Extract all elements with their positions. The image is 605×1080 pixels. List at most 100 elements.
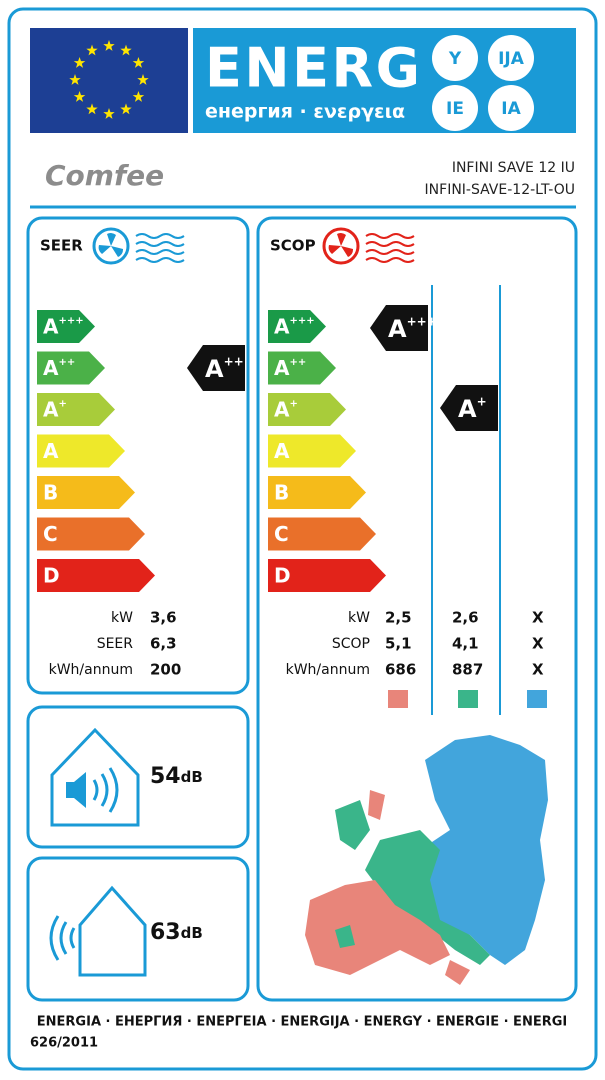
class-arrow	[268, 351, 336, 385]
class-plus: +	[58, 399, 66, 410]
class-arrow	[37, 434, 125, 468]
language-suffixes: Y IJA IE IA	[432, 35, 534, 131]
row-value: 887	[452, 661, 483, 679]
row-value: X	[532, 609, 544, 627]
flag-star	[73, 57, 86, 68]
zone-swatch	[388, 690, 408, 708]
suffix-circle	[488, 35, 534, 81]
flag-star	[120, 44, 132, 56]
class-plus: +++	[289, 316, 314, 327]
footer-languages: ENERGIA · ЕНЕРГИЯ · ΕΝΕΡΓΕΙΑ · ENERGIJA …	[37, 1015, 567, 1030]
class-label: D	[274, 563, 291, 587]
indoor-noise-value: 54dB	[150, 764, 203, 789]
flag-star	[103, 40, 115, 51]
flag-star	[132, 91, 145, 102]
row-value: 6,3	[150, 635, 177, 653]
class-label: C	[43, 522, 58, 546]
class-label: A++	[43, 356, 75, 380]
row-label: kW	[348, 610, 370, 626]
class-plus: ++	[224, 354, 244, 368]
row-value: 686	[385, 661, 416, 679]
class-arrow	[37, 476, 135, 509]
class-plus: ++	[58, 357, 75, 368]
row-label: kW	[111, 610, 133, 626]
noise-unit: dB	[181, 768, 203, 786]
class-plus: +	[477, 394, 487, 408]
row-label: SCOP	[332, 636, 370, 652]
class-label: C	[274, 522, 289, 546]
row-value: 5,1	[385, 635, 412, 653]
class-letter: A	[458, 395, 477, 423]
flag-star	[69, 74, 81, 85]
class-letter: C	[43, 522, 58, 546]
suffix-label: IA	[501, 99, 521, 119]
outdoor-noise-icon	[49, 885, 147, 977]
seer-heading: SEER	[40, 237, 83, 255]
class-letter: A	[274, 356, 290, 380]
class-arrow	[268, 434, 356, 468]
class-letter: A	[274, 314, 290, 338]
row-value: 4,1	[452, 635, 479, 653]
zone-swatch	[458, 690, 478, 708]
suffix-circle	[432, 85, 478, 131]
class-label: A++	[205, 354, 244, 383]
suffix-label: IE	[446, 99, 464, 119]
class-plus: ++	[289, 357, 306, 368]
model-indoor: INFINI SAVE 12 IU	[452, 160, 575, 176]
class-label: A	[274, 439, 290, 463]
outer-border	[7, 7, 598, 1071]
class-arrow	[268, 559, 386, 592]
rating-arrow	[187, 345, 245, 391]
flag-star	[103, 108, 115, 119]
zone-swatch	[527, 690, 547, 708]
noise-unit: dB	[181, 924, 203, 942]
seer-panel	[26, 216, 250, 695]
suffix-label: Y	[448, 49, 462, 69]
outdoor-noise-value: 63dB	[150, 920, 203, 945]
class-letter: A	[43, 356, 59, 380]
class-arrow	[37, 310, 95, 343]
row-value: 2,6	[452, 609, 479, 627]
row-label: kWh/annum	[286, 662, 370, 678]
class-plus: +++	[58, 316, 83, 327]
class-arrow	[268, 310, 326, 343]
class-arrow	[37, 517, 145, 551]
flag-star	[73, 91, 86, 102]
class-arrow	[37, 393, 115, 426]
class-arrow	[268, 393, 346, 426]
row-value: X	[532, 635, 544, 653]
banner-subtitle: енергия · ενεργεια	[205, 101, 405, 123]
class-label: A++	[274, 356, 306, 380]
class-plus: +	[289, 399, 297, 410]
class-letter: A	[205, 355, 224, 383]
scop-panel	[256, 216, 578, 1002]
banner-title: ENERG	[205, 37, 420, 100]
class-arrow	[37, 351, 105, 385]
outdoor-noise-panel	[26, 856, 250, 1002]
class-label: D	[43, 563, 60, 587]
cooling-icon	[92, 227, 185, 265]
class-letter: D	[43, 563, 60, 587]
suffix-circle	[488, 85, 534, 131]
regulation: 626/2011	[30, 1036, 98, 1051]
indoor-noise-icon	[50, 727, 140, 827]
class-letter: A	[43, 439, 59, 463]
rating-arrow	[370, 305, 428, 351]
noise-value: 54	[150, 764, 181, 789]
flag-star	[86, 103, 98, 115]
class-label: B	[274, 480, 289, 504]
row-value: 2,5	[385, 609, 412, 627]
suffix-circle	[432, 35, 478, 81]
class-letter: B	[274, 480, 289, 504]
flag-star	[132, 57, 145, 68]
class-letter: C	[274, 522, 289, 546]
class-letter: D	[274, 563, 291, 587]
class-label: B	[43, 480, 58, 504]
class-label: A	[43, 439, 59, 463]
class-label: A+++	[388, 314, 437, 343]
europe-zone-map	[305, 735, 548, 985]
noise-value: 63	[150, 920, 181, 945]
row-label: SEER	[97, 636, 134, 652]
class-arrow	[268, 476, 366, 509]
